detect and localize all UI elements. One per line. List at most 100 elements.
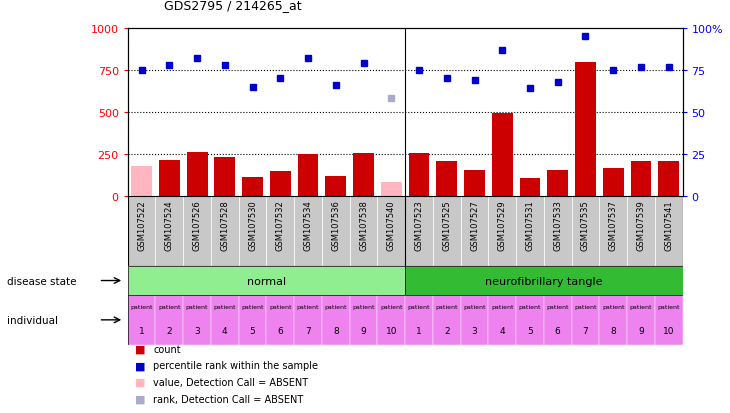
Text: GSM107527: GSM107527: [470, 200, 479, 250]
Text: patient: patient: [436, 304, 458, 309]
Text: 4: 4: [499, 327, 505, 335]
Bar: [627, 295, 655, 345]
Text: patient: patient: [602, 304, 624, 309]
Bar: [655, 196, 683, 266]
Bar: [464, 170, 485, 196]
Bar: [294, 196, 322, 266]
Text: count: count: [153, 344, 181, 354]
Bar: [350, 295, 377, 345]
Text: patient: patient: [547, 304, 569, 309]
Bar: [326, 176, 346, 196]
Bar: [350, 196, 377, 266]
Bar: [544, 295, 572, 345]
Text: percentile rank within the sample: percentile rank within the sample: [153, 361, 318, 370]
Bar: [599, 196, 627, 266]
Bar: [433, 196, 461, 266]
Bar: [155, 295, 183, 345]
Text: patient: patient: [630, 304, 652, 309]
Text: 2: 2: [444, 327, 450, 335]
Text: 1: 1: [416, 327, 422, 335]
Text: GSM107533: GSM107533: [553, 200, 562, 250]
Text: ■: ■: [135, 394, 145, 404]
Text: patient: patient: [297, 304, 319, 309]
Text: patient: patient: [325, 304, 347, 309]
Bar: [128, 266, 405, 295]
Bar: [322, 295, 350, 345]
Text: patient: patient: [658, 304, 680, 309]
Text: GSM107524: GSM107524: [165, 200, 174, 250]
Text: individual: individual: [7, 315, 58, 325]
Bar: [488, 196, 516, 266]
Text: 5: 5: [250, 327, 256, 335]
Bar: [405, 196, 433, 266]
Text: 8: 8: [333, 327, 339, 335]
Bar: [266, 295, 294, 345]
Bar: [492, 114, 512, 196]
Text: neurofibrillary tangle: neurofibrillary tangle: [485, 276, 602, 286]
Text: GSM107538: GSM107538: [359, 200, 368, 250]
Bar: [572, 295, 599, 345]
Text: rank, Detection Call = ABSENT: rank, Detection Call = ABSENT: [153, 394, 304, 404]
Text: patient: patient: [575, 304, 596, 309]
Bar: [409, 154, 429, 196]
Text: patient: patient: [214, 304, 236, 309]
Text: GSM107539: GSM107539: [637, 200, 645, 250]
Bar: [128, 196, 155, 266]
Bar: [658, 162, 679, 196]
Bar: [298, 154, 318, 196]
Text: 10: 10: [385, 327, 397, 335]
Text: patient: patient: [380, 304, 402, 309]
Text: 3: 3: [472, 327, 477, 335]
Text: patient: patient: [491, 304, 513, 309]
Bar: [242, 178, 263, 196]
Bar: [159, 161, 180, 196]
Bar: [377, 295, 405, 345]
Bar: [353, 154, 374, 196]
Bar: [520, 178, 540, 196]
Text: patient: patient: [158, 304, 180, 309]
Bar: [239, 196, 266, 266]
Text: patient: patient: [242, 304, 264, 309]
Bar: [270, 172, 291, 196]
Bar: [603, 169, 623, 196]
Text: 7: 7: [583, 327, 588, 335]
Bar: [381, 183, 402, 196]
Text: 10: 10: [663, 327, 675, 335]
Text: disease state: disease state: [7, 276, 77, 286]
Bar: [516, 196, 544, 266]
Text: 1: 1: [139, 327, 145, 335]
Text: normal: normal: [247, 276, 286, 286]
Bar: [461, 295, 488, 345]
Bar: [575, 62, 596, 196]
Text: 2: 2: [166, 327, 172, 335]
Text: GSM107531: GSM107531: [526, 200, 534, 250]
Bar: [211, 295, 239, 345]
Bar: [433, 295, 461, 345]
Text: 9: 9: [361, 327, 366, 335]
Bar: [131, 167, 152, 196]
Bar: [183, 295, 211, 345]
Text: GSM107528: GSM107528: [220, 200, 229, 250]
Bar: [405, 295, 433, 345]
Text: GSM107529: GSM107529: [498, 200, 507, 250]
Text: value, Detection Call = ABSENT: value, Detection Call = ABSENT: [153, 377, 308, 387]
Bar: [627, 196, 655, 266]
Text: GSM107541: GSM107541: [664, 200, 673, 250]
Text: ■: ■: [135, 377, 145, 387]
Text: 6: 6: [555, 327, 561, 335]
Text: ■: ■: [135, 344, 145, 354]
Bar: [461, 196, 488, 266]
Text: patient: patient: [186, 304, 208, 309]
Text: patient: patient: [353, 304, 374, 309]
Text: GSM107534: GSM107534: [304, 200, 312, 250]
Text: patient: patient: [269, 304, 291, 309]
Text: ■: ■: [135, 361, 145, 370]
Bar: [211, 196, 239, 266]
Text: 3: 3: [194, 327, 200, 335]
Bar: [599, 295, 627, 345]
Text: GSM107522: GSM107522: [137, 200, 146, 250]
Bar: [377, 196, 405, 266]
Bar: [183, 196, 211, 266]
Bar: [215, 158, 235, 196]
Text: GSM107532: GSM107532: [276, 200, 285, 250]
